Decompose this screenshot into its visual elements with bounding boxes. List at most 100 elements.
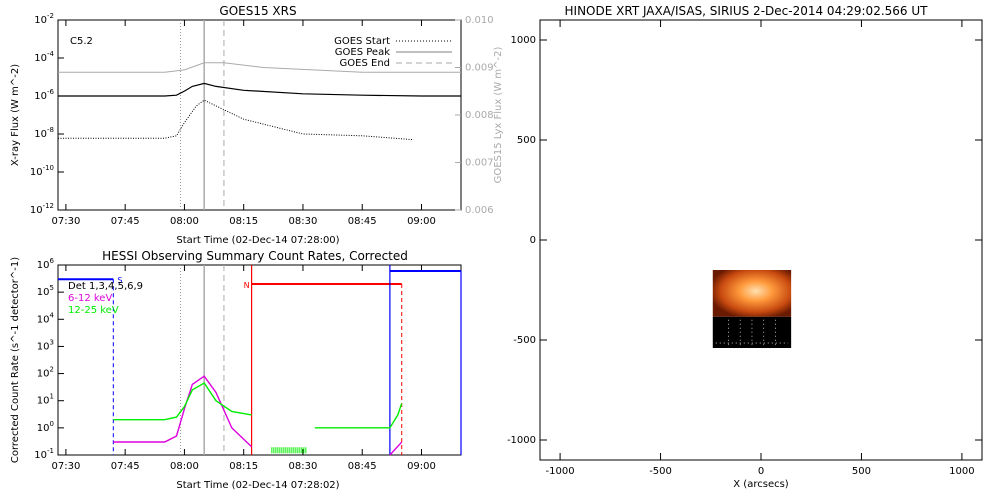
hessi-6-12-kev-line — [113, 375, 253, 448]
goes-short-channel-line — [58, 99, 414, 141]
goes-x-tick-label: 08:15 — [229, 216, 258, 227]
goes-y-tick-label: 10-8 — [34, 126, 54, 140]
hessi-x-tick-label: 07:30 — [51, 461, 80, 472]
xrt-y-tick-label: -1000 — [507, 435, 536, 446]
hessi-series — [113, 375, 403, 456]
xrt-solar-image — [712, 270, 792, 348]
hessi-x-tick-label: 07:45 — [111, 461, 140, 472]
hessi-panel: HESSI Observing Summary Count Rates, Cor… — [10, 249, 462, 491]
xrt-x-tick-label: -500 — [649, 466, 672, 477]
goes-y2-tick-label: 0.006 — [465, 205, 494, 216]
goes-legend: GOES Start GOES Peak GOES End — [334, 36, 452, 69]
xrt-x-tick-label: 1000 — [949, 466, 974, 477]
goes-x-tick-label: 08:30 — [289, 216, 318, 227]
goes-y-tick-exponent: -10 — [43, 164, 54, 172]
hessi-y-tick-label: 101 — [37, 393, 54, 407]
xrt-x-tick-label: 500 — [852, 466, 871, 477]
hessi-x-tick-label: 08:45 — [348, 461, 377, 472]
goes-x-tick-label: 07:45 — [111, 216, 140, 227]
xrt-image-emission — [712, 270, 792, 317]
goes-y-tick-exponent: -12 — [43, 202, 54, 210]
goes-y2-tick-label: 0.007 — [465, 158, 494, 169]
hessi-12-25-kev-late-line — [314, 403, 403, 429]
legend-detectors: Det 1,3,4,5,6,9 — [68, 281, 143, 292]
goes-y-tick-exponent: -8 — [47, 126, 54, 134]
goes-plot-frame — [57, 19, 462, 211]
hessi-y-tick-exponent: 3 — [50, 338, 54, 346]
goes-x-tick-label: 08:45 — [348, 216, 377, 227]
goes-x-tick-label: 08:00 — [170, 216, 199, 227]
goes-x-axis-label: Start Time (02-Dec-14 07:28:00) — [176, 235, 339, 246]
goes-y-tick-label: 10-10 — [30, 164, 54, 178]
goes-y-tick-label: 10-4 — [34, 50, 54, 64]
goes-y-tick-exponent: -2 — [47, 12, 54, 20]
xrt-y-tick-label: 0 — [530, 235, 536, 246]
hessi-y-tick-exponent: 1 — [50, 393, 54, 401]
hessi-y-tick-exponent: 4 — [50, 311, 55, 319]
hessi-night-marker: N — [244, 281, 250, 290]
xrt-y-tick-label: -500 — [513, 335, 536, 346]
goes-x-tick-label: 07:30 — [51, 216, 80, 227]
goes-y2-tick-label: 0.008 — [465, 110, 494, 121]
hessi-x-tick-label: 08:30 — [289, 461, 318, 472]
hessi-6-12-kev-late-line — [389, 441, 403, 456]
hessi-y-tick-label: 103 — [37, 338, 54, 352]
goes-y2-axis-label: GOES15 Lyx Flux (W m^-2) — [493, 47, 504, 184]
hessi-y-tick-label: 102 — [37, 366, 54, 380]
goes-y-tick-exponent: -6 — [47, 88, 55, 96]
xrt-title: HINODE XRT JAXA/ISAS, SIRIUS 2-Dec-2014 … — [565, 4, 929, 18]
goes-event-lines — [179, 20, 225, 210]
xrt-x-tick-label: 0 — [758, 466, 764, 477]
hessi-plot-frame — [57, 264, 462, 456]
legend-goes-start: GOES Start — [334, 36, 390, 47]
hessi-x-ticks: 07:30 07:45 08:00 08:15 08:30 08:45 09:00 — [51, 265, 436, 472]
hessi-x-tick-label: 08:15 — [229, 461, 258, 472]
hessi-12-25-kev-line — [113, 382, 252, 421]
goes-y-tick-exponent: -4 — [47, 50, 55, 58]
goes-y2-tick-label: 0.010 — [465, 15, 494, 26]
goes-y2-ticks: 0.006 0.007 0.008 0.009 0.010 — [455, 15, 494, 216]
flare-class-label: C5.2 — [70, 36, 93, 47]
xrt-panel: HINODE XRT JAXA/ISAS, SIRIUS 2-Dec-2014 … — [507, 4, 983, 490]
goes-x-tick-label: 09:00 — [407, 216, 436, 227]
xrt-y-tick-label: 500 — [517, 135, 536, 146]
hessi-y-tick-label: 10-1 — [34, 447, 54, 461]
goes-lyman-alpha-line — [58, 62, 461, 73]
goes-title: GOES15 XRS — [219, 4, 296, 18]
legend-goes-end: GOES End — [340, 58, 390, 69]
hessi-x-tick-label: 08:00 — [170, 461, 199, 472]
goes-y-tick-label: 10-6 — [34, 88, 54, 102]
xrt-x-tick-label: -1000 — [546, 466, 575, 477]
hessi-y-tick-label: 104 — [37, 311, 55, 325]
hessi-y-tick-label: 100 — [37, 420, 54, 434]
xrt-y-ticks: -1000 -500 0 500 1000 — [507, 35, 982, 446]
hessi-legend: Det 1,3,4,5,6,9 6-12 keV 12-25 keV — [68, 281, 143, 316]
hessi-y-tick-exponent: -1 — [47, 447, 54, 455]
hessi-event-lines: SN — [58, 265, 462, 455]
hessi-y-tick-exponent: 2 — [50, 366, 54, 374]
hessi-title: HESSI Observing Summary Count Rates, Cor… — [102, 249, 408, 263]
goes-series — [58, 62, 461, 141]
goes-panel: GOES15 XRS 07:30 07:45 08:00 08:15 08:30 08:4… — [10, 4, 504, 246]
goes-y2-tick-label: 0.009 — [465, 63, 494, 74]
goes-y-tick-label: 10-12 — [30, 202, 54, 216]
hessi-y-ticks: 10-1 100 101 102 103 104 1 0 5 106 — [34, 257, 64, 461]
xrt-x-ticks: -1000 -500 0 500 1000 — [546, 20, 975, 477]
legend-12-25-kev: 12-25 keV — [68, 305, 119, 316]
xrt-plot-frame — [539, 19, 983, 461]
hessi-y-tick-label: 106 — [37, 257, 55, 271]
xrt-y-tick-label: 1000 — [511, 35, 536, 46]
hessi-y-axis-label: Corrected Count Rate (s^-1 detector^-1) — [10, 257, 21, 463]
hessi-saa-marker: S — [117, 276, 122, 285]
hessi-x-axis-label: Start Time (02-Dec-14 07:28:02) — [176, 480, 339, 491]
hessi-x-tick-label: 09:00 — [407, 461, 436, 472]
hessi-y-tick-exponent: 5 — [50, 284, 54, 292]
hessi-y-tick-exponent: 6 — [50, 257, 55, 265]
hessi-y-tick-exponent: 0 — [50, 420, 54, 428]
legend-goes-peak: GOES Peak — [335, 47, 390, 58]
xrt-x-axis-label: X (arcsecs) — [733, 479, 789, 490]
goes-y-ticks: 10-12 10-10 10-8 10-6 10-4 10-2 — [30, 12, 64, 216]
goes-x-ticks: 07:30 07:45 08:00 08:15 08:30 08:45 09:00 — [51, 20, 436, 227]
legend-6-12-kev: 6-12 keV — [68, 293, 112, 304]
